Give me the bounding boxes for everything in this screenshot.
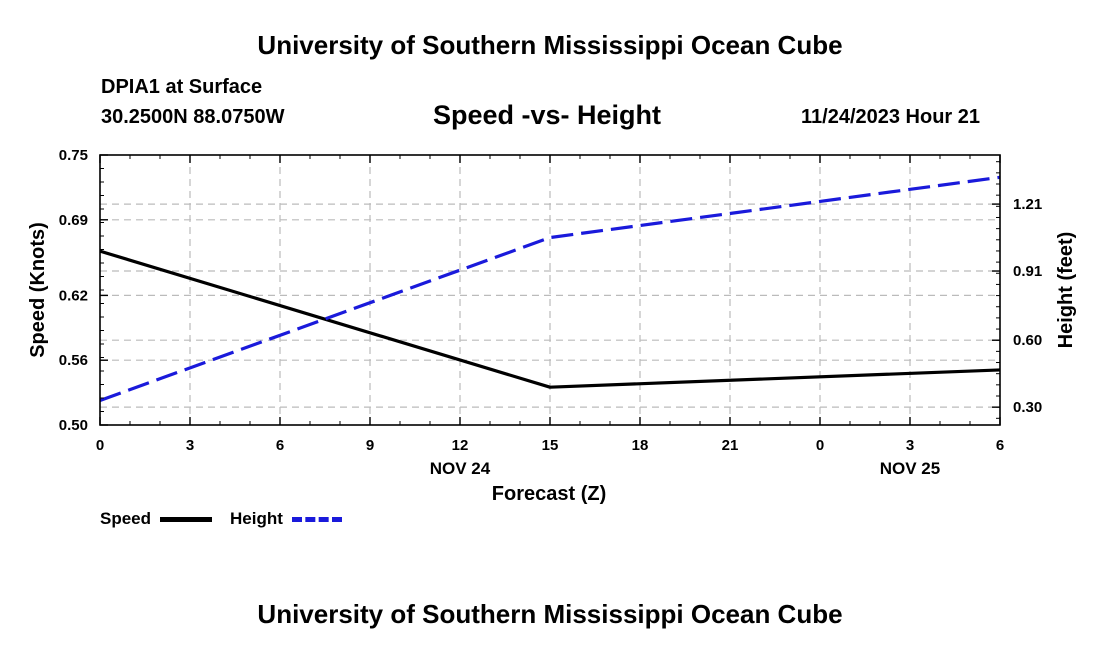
y-tick-label: 0.75 (59, 147, 88, 164)
y-tick-label: 0.50 (59, 417, 88, 434)
x-tick-label: 0 (816, 437, 824, 454)
x-tick-label: 15 (542, 437, 559, 454)
y2-axis-title: Height (feet) (1055, 232, 1077, 349)
y2-tick-label: 0.30 (1013, 399, 1042, 416)
forecast-datetime: 11/24/2023 Hour 21 (801, 106, 981, 128)
y2-tick-label: 1.21 (1013, 196, 1042, 213)
footer-title: University of Southern Mississippi Ocean… (257, 599, 843, 629)
legend-height-swatch (292, 517, 342, 522)
station-name: DPIA1 at Surface (101, 76, 263, 98)
chart-title: Speed -vs- Height (433, 100, 662, 130)
y2-tick-label: 0.60 (1013, 332, 1042, 349)
series-line-height (99, 175, 1001, 402)
x-tick-label: 6 (996, 437, 1004, 454)
station-coordinates: 30.2500N 88.0750W (101, 106, 285, 128)
y-tick-label: 0.69 (59, 212, 88, 229)
chart-ticks (99, 154, 1001, 426)
chart-tick-labels: 0 3 6 9 12 15 18 21 0 3 6 NOV 24 NOV 25 0.50 0.56 0.62 0… (59, 147, 1042, 478)
x-date-label: NOV 25 (880, 459, 940, 478)
chart-grid (100, 155, 1000, 425)
y2-tick-label: 0.91 (1013, 263, 1042, 280)
x-axis-title: Forecast (Z) (492, 483, 606, 505)
x-tick-label: 0 (96, 437, 104, 454)
legend-height-label: Height (230, 509, 283, 528)
chart-series (99, 175, 1001, 402)
page-title: University of Southern Mississippi Ocean… (257, 30, 843, 60)
x-tick-label: 3 (906, 437, 914, 454)
legend-speed-swatch (160, 517, 212, 522)
x-tick-label: 21 (722, 437, 739, 454)
legend-speed-label: Speed (100, 509, 152, 528)
series-line-speed (99, 249, 1001, 389)
x-tick-label: 6 (276, 437, 284, 454)
x-date-label: NOV 24 (430, 459, 491, 478)
y-tick-label: 0.62 (59, 287, 88, 304)
y-tick-label: 0.56 (59, 352, 88, 369)
x-tick-label: 12 (452, 437, 469, 454)
y-axis-title: Speed (Knots) (27, 222, 49, 358)
x-tick-label: 18 (632, 437, 649, 454)
x-tick-label: 9 (366, 437, 374, 454)
x-tick-label: 3 (186, 437, 194, 454)
